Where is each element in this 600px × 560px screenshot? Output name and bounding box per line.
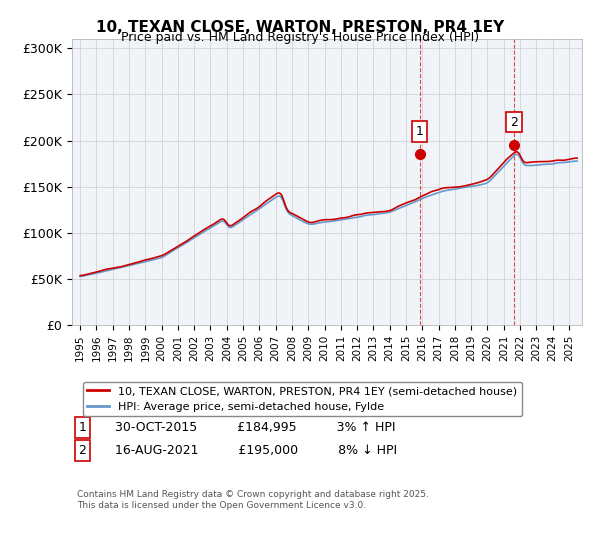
- Text: 10, TEXAN CLOSE, WARTON, PRESTON, PR4 1EY: 10, TEXAN CLOSE, WARTON, PRESTON, PR4 1E…: [96, 20, 504, 35]
- Text: Contains HM Land Registry data © Crown copyright and database right 2025.
This d: Contains HM Land Registry data © Crown c…: [77, 491, 429, 510]
- Text: 30-OCT-2015          £184,995          3% ↑ HPI: 30-OCT-2015 £184,995 3% ↑ HPI: [103, 421, 395, 434]
- Text: 2: 2: [78, 444, 86, 457]
- Text: 1: 1: [416, 125, 424, 138]
- Text: 1: 1: [78, 421, 86, 434]
- Text: 2: 2: [510, 115, 518, 129]
- Text: 16-AUG-2021          £195,000          8% ↓ HPI: 16-AUG-2021 £195,000 8% ↓ HPI: [103, 444, 397, 457]
- Text: Price paid vs. HM Land Registry's House Price Index (HPI): Price paid vs. HM Land Registry's House …: [121, 31, 479, 44]
- Legend: 10, TEXAN CLOSE, WARTON, PRESTON, PR4 1EY (semi-detached house), HPI: Average pr: 10, TEXAN CLOSE, WARTON, PRESTON, PR4 1E…: [83, 382, 522, 416]
